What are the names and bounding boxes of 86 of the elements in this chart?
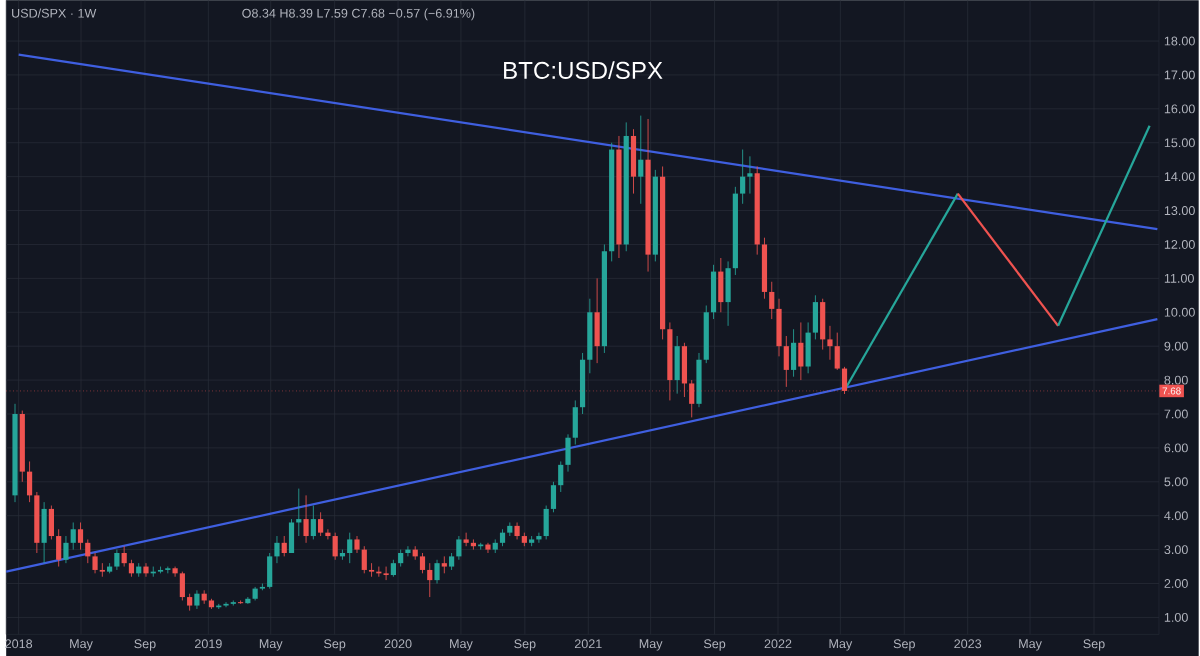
y-tick-label: 3.00 xyxy=(1164,545,1188,554)
x-tick-label: Sep xyxy=(1083,639,1105,651)
candlestick xyxy=(827,325,833,361)
candlestick xyxy=(747,155,753,194)
y-tick-label: 11.00 xyxy=(1164,273,1194,283)
x-tick-label: 2019 xyxy=(195,639,222,649)
y-tick-label: 7.00 xyxy=(1164,409,1188,419)
candlestick xyxy=(332,532,338,561)
candlestick xyxy=(419,552,426,574)
candlestick xyxy=(281,535,287,557)
y-tick-label: 2.00 xyxy=(1164,578,1188,588)
candlestick xyxy=(310,505,316,540)
candlestick xyxy=(441,555,447,574)
x-tick-label: May xyxy=(829,639,853,651)
candlestick xyxy=(514,521,520,540)
y-tick-label: 10.00 xyxy=(1164,307,1195,317)
y-tick-label: 8.00 xyxy=(1164,375,1188,385)
x-tick-label: May xyxy=(1019,639,1042,651)
candlestick xyxy=(77,521,84,550)
y-tick-label: 14.00 xyxy=(1164,172,1195,181)
text: BTC:USD/SPX xyxy=(504,61,663,79)
candlestick xyxy=(99,562,105,578)
y-tick-label: 13.00 xyxy=(1164,205,1195,215)
candlestick xyxy=(179,571,185,601)
candlestick xyxy=(114,549,120,571)
y-tick-label: 12.00 xyxy=(1164,239,1195,249)
candlestick xyxy=(769,281,775,320)
x-tick-label: May xyxy=(70,639,93,651)
x-tick-label: 2020 xyxy=(384,639,412,649)
y-tick-label: 18.00 xyxy=(1164,36,1195,46)
candlestick xyxy=(92,552,98,574)
candlestick xyxy=(303,494,309,544)
candlestick xyxy=(194,589,200,610)
ref-line-label: 7.68 xyxy=(1162,387,1181,395)
candlestick xyxy=(834,332,840,371)
candlestick xyxy=(70,521,76,550)
y-tick-label: 4.00 xyxy=(1164,511,1188,521)
candlestick xyxy=(63,535,69,564)
candlestick xyxy=(740,149,746,205)
candlestick xyxy=(536,532,542,544)
candlestick xyxy=(456,535,462,561)
candlestick xyxy=(274,535,280,564)
x-tick-label: Sep xyxy=(134,639,156,651)
candlestick xyxy=(26,460,33,503)
y-tick-label: 6.00 xyxy=(1164,443,1188,453)
annotation: O8.34 H8.39 L7.59 C7.68 −0.57 (−6.91%) xyxy=(242,8,475,21)
candlestick xyxy=(558,460,564,493)
x-tick-label: May xyxy=(259,639,283,651)
x-tick-label: Sep xyxy=(514,639,536,651)
x-tick-label: 2021 xyxy=(574,639,602,649)
y-tick-label: 9.00 xyxy=(1164,341,1188,351)
y-tick-label: 5.00 xyxy=(1164,477,1188,487)
candlestick xyxy=(368,562,375,578)
x-tick-label: Sep xyxy=(703,639,726,651)
annotation: USD/SPX · 1W xyxy=(12,8,97,18)
candlestick xyxy=(427,562,433,598)
candlestick xyxy=(230,599,236,606)
candlestick xyxy=(121,545,127,567)
candlestick xyxy=(550,481,557,513)
x-tick-label: May xyxy=(450,639,473,651)
candlestick xyxy=(405,545,411,557)
x-tick-label: Sep xyxy=(324,639,346,651)
candlestick xyxy=(434,559,440,584)
x-tick-label: Sep xyxy=(893,639,915,651)
candlestick xyxy=(172,566,178,578)
candlestick xyxy=(143,562,149,578)
y-tick-label: 15.00 xyxy=(1164,138,1195,148)
x-tick-label: 2022 xyxy=(764,639,792,649)
candlestick xyxy=(485,542,491,554)
candlestick xyxy=(85,538,91,564)
y-tick-label: 1.00 xyxy=(1164,612,1188,622)
y-tick-label: 17.00 xyxy=(1164,70,1195,80)
candlestick xyxy=(56,528,62,567)
candlestick xyxy=(237,599,244,605)
candlestick xyxy=(463,532,469,547)
candlestick xyxy=(318,511,324,537)
candlestick xyxy=(347,532,353,564)
y-tick-label: 16.00 xyxy=(1164,104,1195,114)
candlestick xyxy=(638,115,644,205)
candlestick xyxy=(223,601,229,608)
x-tick-label: 2023 xyxy=(954,639,982,649)
candlestick xyxy=(383,566,389,581)
candlestick xyxy=(783,335,789,388)
x-tick-label: May xyxy=(639,639,663,651)
candlestick xyxy=(798,321,804,381)
candlestick xyxy=(361,545,367,574)
